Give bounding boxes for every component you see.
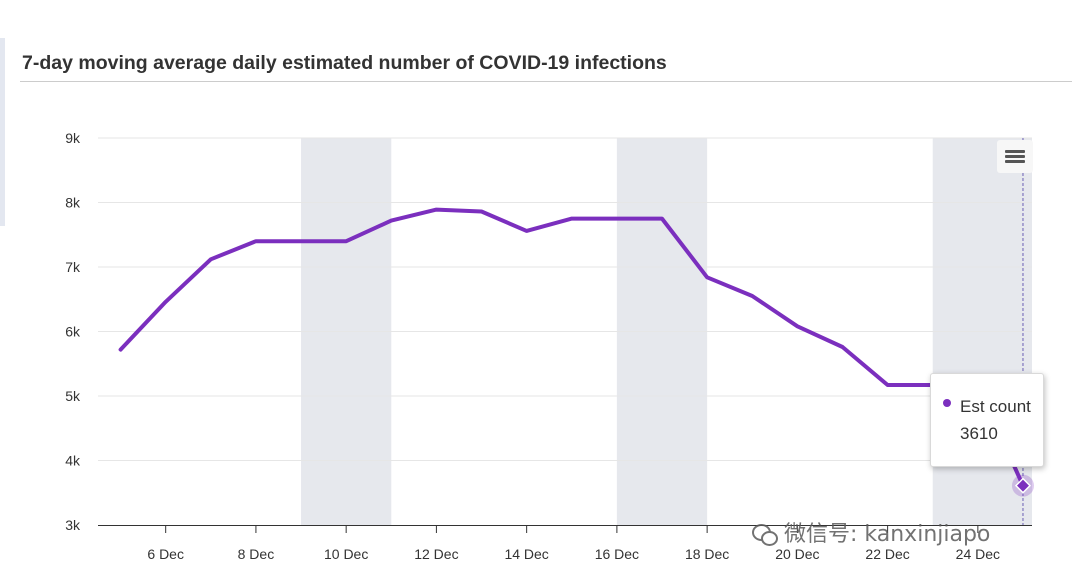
x-tick-label: 24 Dec [956, 546, 1000, 562]
watermark-text: 微信号: kanxinjiapo [784, 522, 991, 547]
x-tick-label: 18 Dec [685, 546, 729, 562]
panel-edge [0, 38, 5, 226]
x-tick-label: 6 Dec [147, 546, 184, 562]
gridlines [98, 137, 1032, 461]
hover-marker [1014, 477, 1032, 494]
x-tick-label: 10 Dec [324, 546, 368, 562]
x-tick-label: 20 Dec [775, 546, 819, 562]
hamburger-menu-icon[interactable] [997, 140, 1033, 173]
x-tick-label: 22 Dec [865, 546, 909, 562]
y-tick-label: 9k [65, 130, 81, 146]
watermark: 微信号: kanxinjiapo [752, 516, 990, 548]
y-tick-label: 6k [65, 324, 81, 340]
series-line-0 [118, 207, 1025, 488]
title-divider [20, 81, 1072, 82]
chart-title: 7-day moving average daily estimated num… [22, 52, 667, 74]
y-axis: 3k 4k 5k 6k 7k 8k 9k [65, 130, 81, 533]
y-tick-label: 8k [65, 195, 81, 211]
x-tick-label: 14 Dec [504, 546, 548, 562]
x-axis: 6 Dec 8 Dec 10 Dec 12 Dec 14 Dec 16 Dec 18 Dec… [98, 525, 1032, 562]
y-tick-label: 7k [65, 259, 81, 275]
x-tick-label: 8 Dec [238, 546, 275, 562]
y-tick-label: 4k [65, 453, 81, 469]
series-marker-icon [943, 399, 951, 407]
y-tick-label: 5k [65, 388, 81, 404]
wechat-icon [752, 524, 778, 546]
y-tick-label: 3k [65, 517, 81, 533]
x-tick-label: 16 Dec [595, 546, 639, 562]
x-tick-label: 12 Dec [414, 546, 458, 562]
tooltip-value: 3610 [960, 424, 998, 443]
tooltip: Est count 3610 [930, 373, 1044, 467]
tooltip-series-name: Est count [960, 397, 1031, 416]
